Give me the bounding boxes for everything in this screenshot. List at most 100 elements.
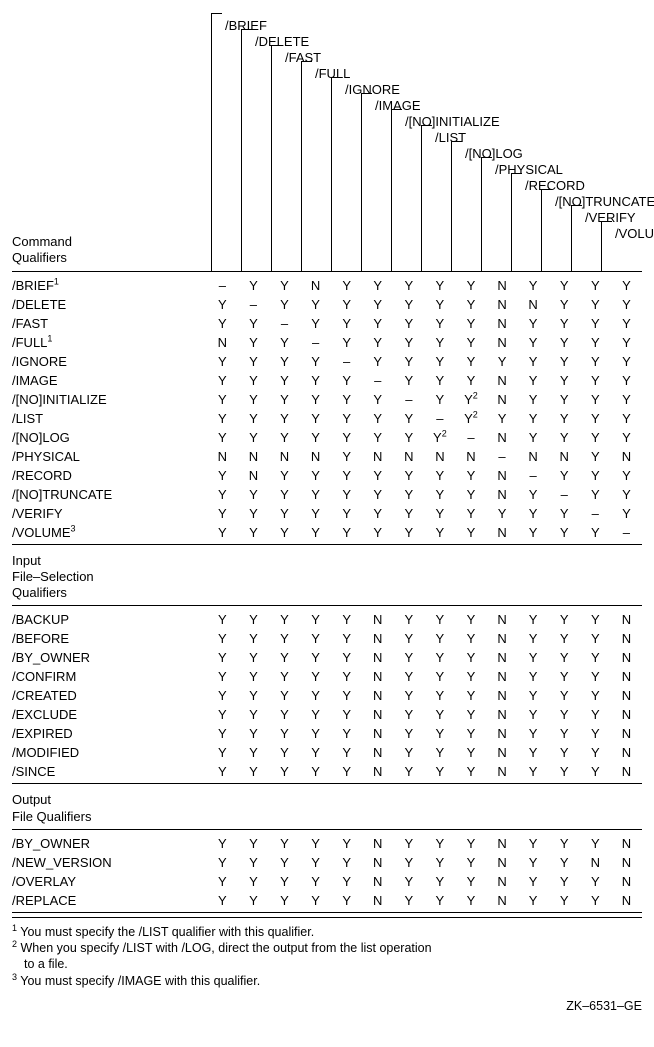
table-cell: Y: [300, 648, 331, 667]
table-cell: Y: [393, 314, 424, 333]
table-cell: N: [362, 629, 393, 648]
table-cell: Y: [269, 390, 300, 409]
table-cell: Y: [393, 686, 424, 705]
row-label: /IMAGE: [12, 371, 207, 390]
table-cell: Y: [300, 523, 331, 542]
table-cell: Y: [238, 276, 269, 295]
table-cell: Y: [518, 371, 549, 390]
table-cell: N: [611, 834, 642, 853]
table-cell: Y: [424, 314, 455, 333]
table-cell: Y: [207, 314, 238, 333]
table-cell: Y: [269, 686, 300, 705]
table-cell: Y2: [455, 390, 486, 409]
table-cell: Y: [455, 295, 486, 314]
table-cell: Y: [518, 724, 549, 743]
table-cell: Y: [362, 314, 393, 333]
table-cell: Y: [487, 352, 518, 371]
table-row: /REPLACEYYYYYNYYYNYYYN: [12, 891, 642, 910]
compatibility-table: /BACKUPYYYYYNYYYNYYYN/BEFOREYYYYYNYYYNYY…: [12, 610, 642, 781]
table-cell: Y: [269, 276, 300, 295]
table-cell: Y: [455, 872, 486, 891]
column-guide-line: [361, 101, 362, 272]
superscript: 1: [12, 923, 17, 933]
table-cell: N: [362, 667, 393, 686]
table-cell: Y: [207, 295, 238, 314]
table-cell: Y: [207, 743, 238, 762]
table-cell: Y: [580, 314, 611, 333]
table-cell: Y: [518, 504, 549, 523]
table-cell: Y: [362, 466, 393, 485]
table-cell: Y: [455, 629, 486, 648]
table-cell: Y: [455, 834, 486, 853]
table-cell: Y: [331, 872, 362, 891]
table-cell: Y: [362, 504, 393, 523]
footnote: 3 You must specify /IMAGE with this qual…: [12, 973, 642, 989]
row-label: /EXPIRED: [12, 724, 207, 743]
table-cell: Y: [424, 390, 455, 409]
table-cell: Y: [362, 523, 393, 542]
table-cell: Y: [331, 667, 362, 686]
table-cell: Y: [300, 667, 331, 686]
table-cell: N: [487, 333, 518, 352]
table-row: /RECORDYNYYYYYYYN–YYY: [12, 466, 642, 485]
table-cell: Y: [300, 834, 331, 853]
table-cell: Y: [269, 352, 300, 371]
superscript: 3: [71, 523, 76, 533]
table-row: /VOLUME3YYYYYYYYYNYYY–: [12, 523, 642, 542]
qualifier-compatibility-chart: /BRIEF/DELETE/FAST/FULL/IGNORE/IMAGE/[NO…: [12, 12, 642, 1013]
table-cell: Y: [549, 352, 580, 371]
table-cell: Y: [424, 705, 455, 724]
table-cell: N: [487, 853, 518, 872]
table-cell: N: [487, 390, 518, 409]
table-cell: N: [300, 276, 331, 295]
table-cell: Y: [393, 352, 424, 371]
row-label: /[NO]INITIALIZE: [12, 390, 207, 409]
table-cell: Y: [455, 314, 486, 333]
column-header: /[NO]INITIALIZE: [405, 114, 500, 129]
table-cell: Y: [331, 504, 362, 523]
table-cell: Y: [269, 724, 300, 743]
column-guide-line: [451, 149, 452, 272]
table-cell: Y: [580, 891, 611, 910]
table-cell: Y: [331, 485, 362, 504]
table-cell: Y: [207, 504, 238, 523]
column-header: /VOLUME: [615, 226, 654, 241]
table-cell: Y: [269, 872, 300, 891]
table-cell: Y: [518, 333, 549, 352]
table-cell: N: [238, 466, 269, 485]
table-cell: Y: [549, 834, 580, 853]
table-cell: Y: [455, 352, 486, 371]
table-cell: Y: [331, 390, 362, 409]
table-cell: N: [362, 648, 393, 667]
table-row: /NEW_VERSIONYYYYYNYYYNYYNN: [12, 853, 642, 872]
row-label: /LIST: [12, 409, 207, 428]
row-label: /IGNORE: [12, 352, 207, 371]
table-cell: Y: [331, 428, 362, 447]
table-cell: Y: [549, 333, 580, 352]
table-cell: N: [362, 686, 393, 705]
table-cell: N: [362, 447, 393, 466]
table-cell: N: [611, 667, 642, 686]
row-label: /CREATED: [12, 686, 207, 705]
table-cell: Y: [393, 872, 424, 891]
table-cell: Y: [393, 276, 424, 295]
table-cell: Y: [518, 853, 549, 872]
table-cell: Y: [300, 891, 331, 910]
table-cell: N: [487, 276, 518, 295]
column-guide-line: [271, 53, 272, 272]
table-cell: Y: [549, 853, 580, 872]
table-cell: Y: [580, 705, 611, 724]
table-cell: Y: [207, 629, 238, 648]
table-cell: Y: [269, 705, 300, 724]
table-cell: Y: [269, 891, 300, 910]
table-cell: N: [487, 834, 518, 853]
table-row: /VERIFYYYYYYYYYYYYY–Y: [12, 504, 642, 523]
table-row: /BEFOREYYYYYNYYYNYYYN: [12, 629, 642, 648]
divider: [12, 544, 642, 545]
table-cell: Y: [393, 724, 424, 743]
column-guide-line: [511, 181, 512, 272]
table-cell: Y: [238, 724, 269, 743]
table-cell: N: [611, 891, 642, 910]
table-cell: Y: [580, 762, 611, 781]
table-cell: Y: [518, 428, 549, 447]
